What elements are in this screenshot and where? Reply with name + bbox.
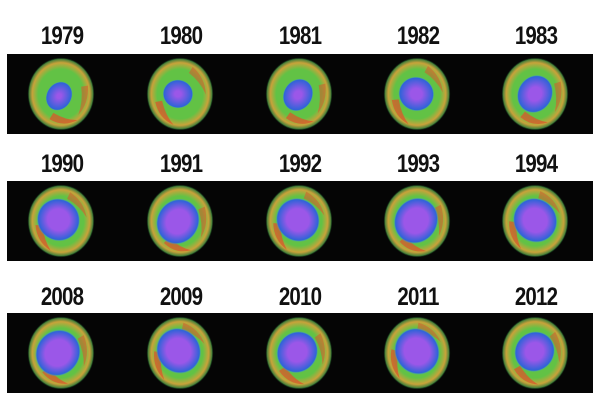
ozone-globe <box>265 57 333 131</box>
year-labels-row-2: 1990 1991 1992 1993 1994 <box>0 150 600 190</box>
globe-strip-row-3 <box>7 313 593 393</box>
ozone-globe <box>383 57 451 131</box>
year-label: 1979 <box>40 22 84 50</box>
ozone-globe <box>501 316 569 390</box>
ozone-globe <box>146 316 214 390</box>
globe-strip-row-2 <box>7 181 593 261</box>
year-label: 1983 <box>514 22 558 50</box>
ozone-globe <box>27 57 95 131</box>
globe-strip-row-1 <box>7 54 593 134</box>
year-label: 1980 <box>159 22 203 50</box>
ozone-globe <box>265 316 333 390</box>
ozone-globe <box>383 316 451 390</box>
year-labels-row-1: 1979 1980 1981 1982 1983 <box>0 22 600 62</box>
ozone-globe <box>27 316 95 390</box>
ozone-globe <box>27 184 95 258</box>
ozone-globe <box>146 57 214 131</box>
year-label: 1993 <box>396 150 440 178</box>
year-label: 1982 <box>396 22 440 50</box>
year-label: 1994 <box>514 150 558 178</box>
ozone-globe <box>501 57 569 131</box>
year-label: 2011 <box>397 283 439 311</box>
year-label: 1991 <box>159 150 203 178</box>
ozone-globe <box>146 184 214 258</box>
year-label: 2008 <box>40 283 84 311</box>
year-label: 2012 <box>514 283 558 311</box>
year-label: 2009 <box>159 283 203 311</box>
year-label: 1992 <box>278 150 322 178</box>
ozone-globe <box>501 184 569 258</box>
year-labels-row-3: 2008 2009 2010 2011 2012 <box>0 283 600 323</box>
year-label: 2010 <box>278 283 322 311</box>
year-label: 1990 <box>40 150 84 178</box>
ozone-globe <box>265 184 333 258</box>
ozone-globe <box>383 184 451 258</box>
year-label: 1981 <box>278 22 322 50</box>
